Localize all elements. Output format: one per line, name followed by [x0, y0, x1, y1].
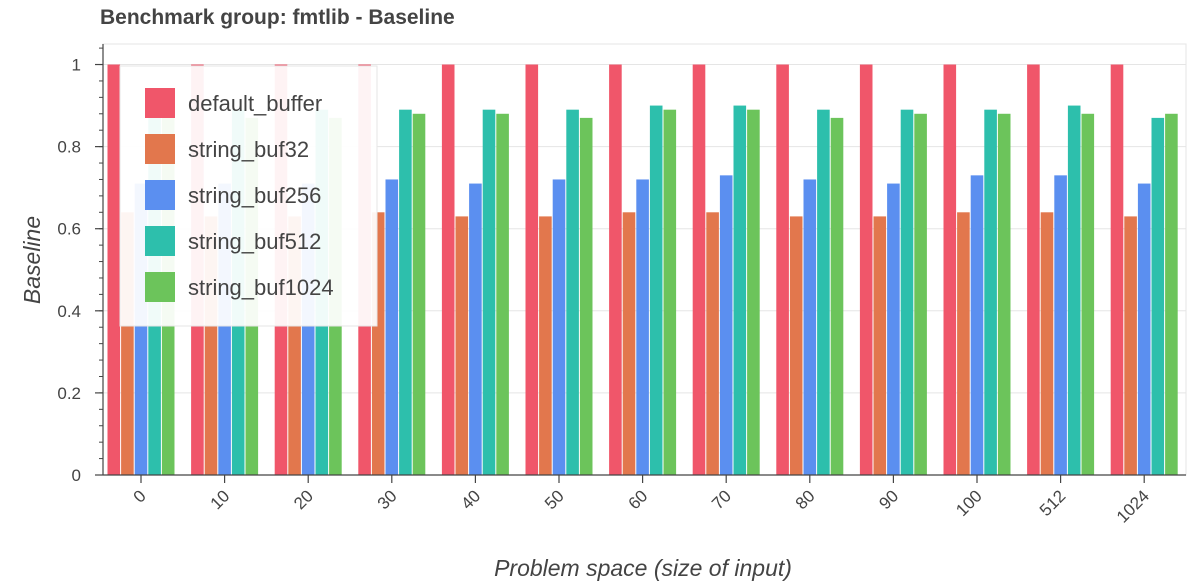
bar-default_buffer-100	[943, 64, 957, 476]
bar-string_buf1024-60	[663, 109, 677, 475]
bar-default_buffer-40	[441, 64, 455, 476]
bar-string_buf512-80	[817, 109, 830, 475]
bar-string_buf256-70	[719, 175, 733, 475]
legend: default_buffer string_buf32 string_buf256s…	[119, 65, 378, 327]
bar-string_buf32-100	[957, 212, 970, 476]
bar-string_buf512-90	[900, 109, 914, 475]
bar-string_buf512-70	[733, 105, 747, 476]
bar-string_buf32-60	[622, 212, 636, 476]
bar-string_buf512-40	[482, 109, 496, 475]
legend-swatch-string_buf32	[145, 134, 175, 164]
bar-default_buffer-50	[525, 64, 539, 476]
bar-string_buf32-1024	[1124, 216, 1137, 475]
bar-string_buf1024-1024	[1165, 113, 1178, 476]
bar-string_buf1024-80	[830, 117, 844, 475]
y-tick-label: 0.2	[57, 384, 81, 403]
bar-string_buf256-80	[803, 179, 817, 475]
bar-string_buf512-512	[1067, 105, 1081, 476]
x-tick-label: 30	[374, 486, 401, 513]
bar-string_buf1024-90	[914, 113, 927, 476]
legend-label: string_buf512	[188, 229, 321, 254]
x-tick-label: 70	[708, 486, 735, 513]
x-tick-label: 80	[792, 486, 819, 513]
x-tick-label: 60	[625, 486, 652, 513]
bar-string_buf512-1024	[1151, 117, 1165, 475]
bar-string_buf256-512	[1054, 175, 1067, 475]
x-tick-label: 90	[875, 486, 902, 513]
bar-string_buf512-60	[649, 105, 663, 476]
bar-string_buf1024-100	[997, 113, 1011, 476]
bar-string_buf256-1024	[1137, 183, 1151, 476]
bar-string_buf256-100	[970, 175, 984, 475]
bar-default_buffer-90	[859, 64, 873, 476]
bar-string_buf32-512	[1040, 212, 1054, 476]
y-tick-label: 1	[72, 56, 81, 75]
bar-string_buf256-90	[887, 183, 900, 476]
x-tick-label: 40	[457, 486, 484, 513]
y-axis-label: Baseline	[19, 216, 45, 304]
legend-label: default_buffer	[188, 91, 322, 116]
x-tick-label: 0	[130, 486, 150, 506]
bar-default_buffer-1024	[1110, 64, 1124, 476]
bar-string_buf32-70	[706, 212, 719, 476]
bar-default_buffer-512	[1027, 64, 1040, 476]
x-tick-label: 10	[207, 486, 234, 513]
bar-string_buf256-60	[636, 179, 649, 475]
y-tick-label: 0.8	[57, 138, 81, 157]
x-axis-label: Problem space (size of input)	[494, 555, 792, 581]
bar-default_buffer-60	[609, 64, 622, 476]
x-tick-label: 512	[1036, 486, 1069, 519]
x-tick-label: 1024	[1113, 486, 1153, 526]
bar-string_buf1024-40	[496, 113, 509, 476]
bar-string_buf32-50	[539, 216, 552, 475]
y-tick-label: 0.6	[57, 220, 81, 239]
bar-default_buffer-70	[692, 64, 706, 476]
legend-swatch-default_buffer	[145, 88, 175, 118]
bar-string_buf32-40	[455, 216, 469, 475]
bar-string_buf1024-512	[1081, 113, 1095, 476]
legend-label: string_buf256	[188, 183, 321, 208]
y-tick-label: 0	[72, 466, 81, 485]
bar-string_buf1024-50	[579, 117, 593, 475]
bar-string_buf256-50	[552, 179, 566, 475]
bar-default_buffer-80	[776, 64, 789, 476]
chart-title: Benchmark group: fmtlib - Baseline	[100, 6, 455, 29]
bar-default_buffer-0	[107, 64, 121, 476]
x-tick-label: 20	[290, 486, 317, 513]
bar-string_buf256-30	[385, 179, 399, 475]
bar-string_buf32-80	[789, 216, 803, 475]
y-tick-label: 0.4	[57, 302, 81, 321]
x-tick-label: 50	[541, 486, 568, 513]
legend-label: string_buf1024	[188, 275, 334, 300]
bar-string_buf256-40	[469, 183, 482, 476]
legend-label: string_buf32	[188, 137, 309, 162]
legend-swatch-string_buf512	[145, 226, 175, 256]
x-tick-label: 100	[952, 486, 985, 519]
bar-string_buf512-50	[566, 109, 579, 475]
legend-swatch-string_buf256	[145, 180, 175, 210]
bar-string_buf1024-70	[747, 109, 760, 475]
bar-string_buf1024-30	[412, 113, 426, 476]
bar-string_buf512-100	[984, 109, 997, 475]
legend-swatch-string_buf1024	[145, 272, 175, 302]
bar-string_buf32-90	[873, 216, 887, 475]
bar-string_buf512-30	[399, 109, 412, 475]
